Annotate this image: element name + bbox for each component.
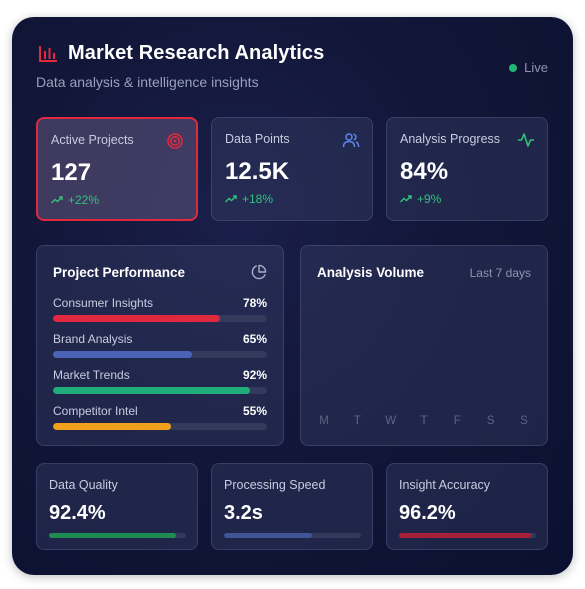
metric-card-insight-accuracy[interactable]: Insight Accuracy 96.2% bbox=[386, 463, 548, 550]
trend-up-icon bbox=[51, 196, 63, 204]
progress-fill bbox=[53, 315, 220, 322]
progress-track bbox=[53, 423, 267, 430]
project-performance-card: Project Performance Consumer Insights 78… bbox=[36, 245, 284, 446]
stat-value: 12.5K bbox=[225, 158, 290, 185]
stat-card-active-projects[interactable]: Active Projects 127 +22% bbox=[36, 117, 198, 221]
day-label: S bbox=[520, 415, 528, 427]
target-icon bbox=[167, 133, 183, 149]
metric-label: Processing Speed bbox=[224, 478, 326, 492]
progress-track bbox=[53, 315, 267, 322]
stat-value: 84% bbox=[400, 158, 449, 185]
progress-track bbox=[399, 533, 536, 538]
metric-value: 3.2s bbox=[224, 502, 263, 524]
stat-value: 127 bbox=[51, 159, 92, 186]
metric-card-processing-speed[interactable]: Processing Speed 3.2s bbox=[211, 463, 373, 550]
progress-track bbox=[53, 387, 267, 394]
metric-label: Data Quality bbox=[49, 478, 118, 492]
progress-track bbox=[53, 351, 267, 358]
date-range-label: Last 7 days bbox=[469, 266, 531, 280]
stat-change: +22% bbox=[51, 193, 99, 207]
day-label: W bbox=[385, 415, 397, 427]
performance-label: Consumer Insights bbox=[53, 296, 154, 310]
metric-label: Insight Accuracy bbox=[399, 478, 491, 492]
page-title: Market Research Analytics bbox=[68, 42, 325, 64]
performance-value: 78% bbox=[242, 296, 267, 310]
progress-track bbox=[49, 533, 186, 538]
live-status-label: Live bbox=[524, 60, 548, 75]
performance-label: Brand Analysis bbox=[53, 332, 133, 346]
page-subtitle: Data analysis & intelligence insights bbox=[36, 74, 259, 90]
section-title: Analysis Volume bbox=[317, 265, 425, 280]
metric-value: 92.4% bbox=[49, 502, 106, 524]
performance-row-competitor-intel: Competitor Intel 55% bbox=[53, 404, 267, 436]
day-label: T bbox=[420, 415, 428, 427]
performance-label: Market Trends bbox=[53, 368, 130, 382]
stat-change-value: +9% bbox=[417, 192, 442, 206]
day-axis: M T W T F S S bbox=[317, 415, 531, 427]
progress-fill bbox=[224, 533, 312, 538]
live-dot-icon bbox=[509, 63, 518, 72]
performance-value: 65% bbox=[242, 332, 267, 346]
trend-up-icon bbox=[400, 195, 412, 203]
day-label: M bbox=[319, 415, 329, 427]
performance-label: Competitor Intel bbox=[53, 404, 138, 418]
progress-track bbox=[224, 533, 361, 538]
metric-card-data-quality[interactable]: Data Quality 92.4% bbox=[36, 463, 198, 550]
section-title: Project Performance bbox=[53, 265, 186, 280]
bar-chart-icon bbox=[39, 46, 57, 62]
performance-value: 92% bbox=[242, 368, 267, 382]
stat-card-data-points[interactable]: Data Points 12.5K +18% bbox=[211, 117, 373, 221]
stat-card-analysis-progress[interactable]: Analysis Progress 84% +9% bbox=[386, 117, 548, 221]
stat-label: Analysis Progress bbox=[400, 132, 501, 146]
pie-chart-icon bbox=[251, 264, 267, 280]
stat-change: +9% bbox=[400, 192, 441, 206]
stat-change-value: +22% bbox=[68, 193, 100, 207]
analysis-volume-card: Analysis Volume Last 7 days M T W T F S … bbox=[300, 245, 548, 446]
performance-value: 55% bbox=[242, 404, 267, 418]
activity-icon bbox=[518, 133, 534, 147]
metric-value: 96.2% bbox=[399, 502, 456, 524]
users-icon bbox=[342, 133, 360, 148]
performance-row-brand-analysis: Brand Analysis 65% bbox=[53, 332, 267, 364]
performance-row-market-trends: Market Trends 92% bbox=[53, 368, 267, 400]
progress-fill bbox=[399, 533, 531, 538]
day-label: S bbox=[486, 415, 495, 427]
progress-fill bbox=[53, 387, 250, 394]
day-label: T bbox=[353, 415, 361, 427]
stat-label: Data Points bbox=[225, 132, 290, 146]
live-status: Live bbox=[509, 60, 548, 75]
performance-row-consumer-insights: Consumer Insights 78% bbox=[53, 296, 267, 328]
trend-up-icon bbox=[225, 195, 237, 203]
progress-fill bbox=[53, 351, 193, 358]
stat-change-value: +18% bbox=[242, 192, 274, 206]
progress-fill bbox=[53, 423, 171, 430]
progress-fill bbox=[49, 533, 176, 538]
stat-change: +18% bbox=[225, 192, 273, 206]
stat-label: Active Projects bbox=[51, 133, 134, 147]
day-label: F bbox=[453, 415, 461, 427]
dashboard-panel bbox=[12, 17, 573, 575]
